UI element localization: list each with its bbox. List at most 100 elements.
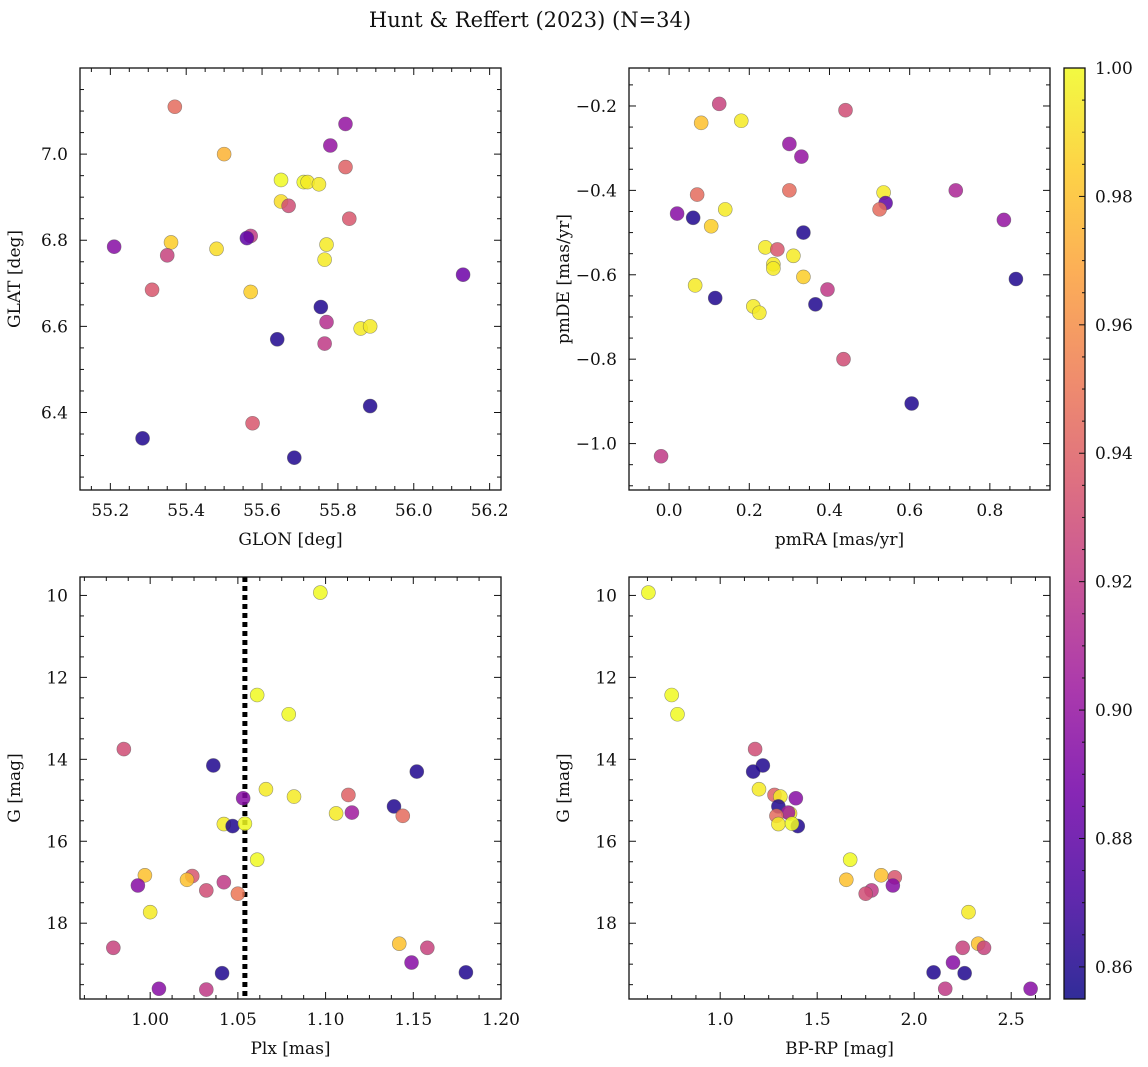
scatter-point xyxy=(766,261,781,276)
colorbar-tick-label: 0.90 xyxy=(1095,701,1133,721)
scatter-point xyxy=(957,965,972,981)
scatter-point xyxy=(135,431,150,446)
scatter-point xyxy=(395,808,411,824)
y-tick-label: −0.6 xyxy=(576,266,617,286)
scatter-point xyxy=(344,805,360,820)
scatter-point xyxy=(685,210,701,226)
scatter-point xyxy=(237,816,253,831)
y-axis-label: GLAT [deg] xyxy=(5,230,25,328)
scatter-point xyxy=(771,816,786,832)
panel-2: 0.0 0.2 0.4 0.6 0.8 −1.0 −0.8 −0.6 −0.4 −0.2 pmRA … xyxy=(554,67,1051,550)
scatter-point xyxy=(926,965,941,980)
scatter-point xyxy=(717,202,733,217)
scatter-point xyxy=(269,331,285,347)
colorbar-gradient xyxy=(1063,67,1086,1000)
y-tick-label: 6.6 xyxy=(41,317,68,337)
x-tick-label: 0.2 xyxy=(736,501,763,521)
scatter-point xyxy=(961,904,976,920)
scatter-point xyxy=(751,781,767,797)
x-tick-label: 1.20 xyxy=(482,1010,520,1030)
scatter-point xyxy=(341,787,356,803)
scatter-point xyxy=(243,284,258,300)
scatter-point xyxy=(273,172,289,188)
scatter-point xyxy=(362,319,378,334)
scatter-point xyxy=(386,799,402,814)
scatter-point xyxy=(281,706,297,722)
x-tick-label: 1.00 xyxy=(131,1010,169,1030)
scatter-point xyxy=(758,240,773,255)
scatter-point xyxy=(687,278,703,293)
y-tick-label: −1.0 xyxy=(576,435,617,455)
scatter-point xyxy=(106,940,121,956)
colorbar-tick-label: 0.94 xyxy=(1095,444,1133,464)
scatter-point xyxy=(670,706,685,722)
x-tick-label: 0.4 xyxy=(816,501,843,521)
scatter-point xyxy=(317,336,332,351)
scatter-point xyxy=(664,687,679,703)
scatter-point xyxy=(199,883,214,898)
colorbar-tick-label: 0.88 xyxy=(1095,829,1133,849)
scatter-point xyxy=(338,159,353,175)
scatter-point xyxy=(137,867,153,883)
scatter-point xyxy=(693,115,709,131)
scatter-point xyxy=(820,282,835,297)
scatter-point xyxy=(317,252,332,267)
scatter-point xyxy=(458,965,474,980)
scatter-point xyxy=(873,867,889,883)
scatter-point xyxy=(948,183,964,198)
y-tick-label: 10 xyxy=(46,586,68,606)
y-axis-label: G [mag] xyxy=(5,753,25,822)
x-axis-label: pmRA [mas/yr] xyxy=(775,530,904,550)
scatter-point xyxy=(955,940,970,956)
scatter-point xyxy=(794,149,809,164)
scatter-points xyxy=(106,585,474,997)
scatter-point xyxy=(338,116,353,132)
scatter-point xyxy=(311,176,327,192)
scatter-point xyxy=(391,936,407,951)
scatter-point xyxy=(689,187,705,202)
x-tick-label: 55.2 xyxy=(91,501,129,521)
scatter-point xyxy=(747,741,763,757)
y-tick-label: 14 xyxy=(595,750,617,770)
plot-frame xyxy=(79,67,502,491)
scatter-point xyxy=(784,816,800,831)
scatter-point xyxy=(838,102,853,118)
scatter-point xyxy=(319,237,334,252)
scatter-point xyxy=(455,267,471,282)
scatter-point xyxy=(904,396,919,411)
x-tick-label: 0.8 xyxy=(976,501,1003,521)
scatter-point xyxy=(286,789,302,804)
panel-1: 55.2 55.4 55.6 55.8 56.0 56.2 6.4 6.6 6.8 7.0 GLON… xyxy=(5,67,509,550)
scatter-point xyxy=(796,269,811,285)
scatter-point xyxy=(286,450,302,466)
scatter-point xyxy=(752,305,767,321)
scatter-point xyxy=(669,206,685,221)
scatter-point xyxy=(313,299,329,315)
scatter-point xyxy=(214,965,230,981)
scatter-point xyxy=(328,806,344,821)
y-tick-label: 16 xyxy=(595,832,617,852)
scatter-point xyxy=(209,241,224,257)
plot-frame xyxy=(79,576,502,1000)
scatter-point xyxy=(116,741,132,757)
figure-title: Hunt & Reffert (2023) (N=34) xyxy=(369,8,691,32)
x-tick-label: 55.4 xyxy=(167,501,205,521)
scatter-point xyxy=(323,138,338,153)
scatter-point xyxy=(239,230,255,246)
scatter-point xyxy=(1023,981,1038,997)
y-tick-label: 14 xyxy=(46,750,68,770)
y-tick-label: 18 xyxy=(595,914,617,934)
x-tick-label: 1.0 xyxy=(707,1010,734,1030)
scatter-point xyxy=(404,955,419,970)
panel-4: 1.0 1.5 2.0 2.5 10 12 14 16 18 BP-RP [mag] G [mag] xyxy=(554,576,1051,1059)
scatter-point xyxy=(976,940,992,956)
scatter-point xyxy=(142,904,158,920)
y-tick-label: −0.8 xyxy=(576,350,617,370)
x-tick-label: 1.15 xyxy=(394,1010,432,1030)
scatter-point xyxy=(838,872,854,888)
scatter-point xyxy=(151,981,167,997)
scatter-points xyxy=(641,585,1038,997)
scatter-point xyxy=(788,790,804,806)
panel-3: 1.00 1.05 1.10 1.15 1.20 10 12 14 16 18 Plx [mas] G… xyxy=(5,576,520,1059)
y-tick-label: 6.8 xyxy=(41,231,68,251)
